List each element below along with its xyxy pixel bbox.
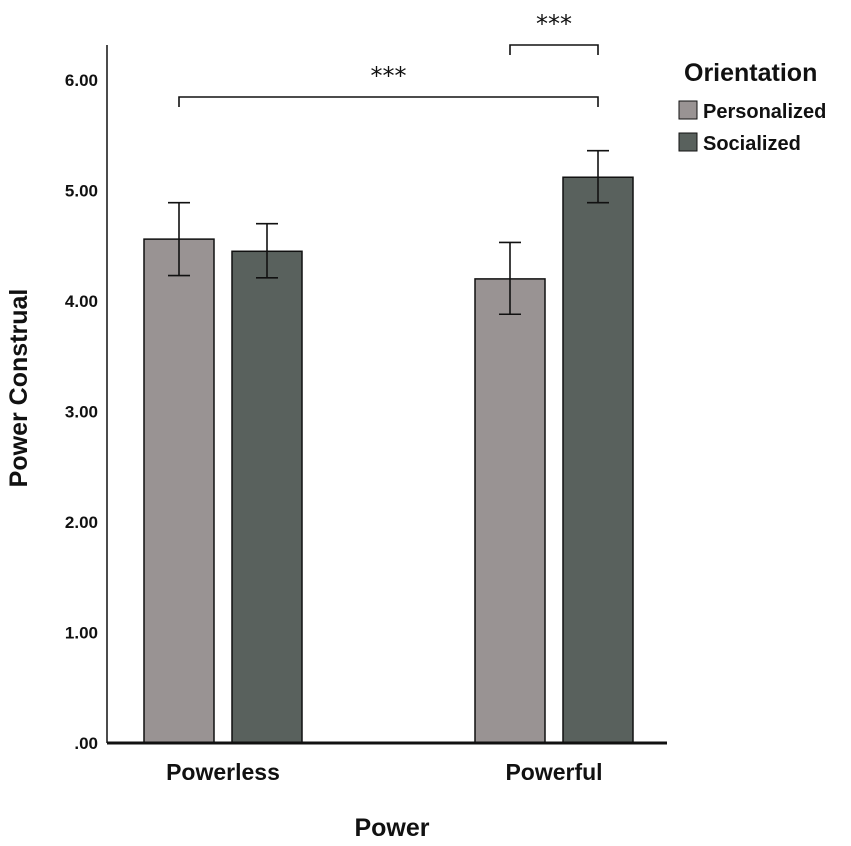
bar-personalized-powerful [474,278,546,744]
y-tick-label: 2.00 [65,513,98,532]
x-axis-title: Power [354,814,429,842]
legend-label-personalized: Personalized [703,101,826,123]
error-bars-layer [168,149,609,316]
error-bar-personalized-powerful [499,241,521,316]
significance-bracket: *** [509,10,599,55]
legend-swatch-personalized [678,100,698,120]
bar-socialized-powerful [562,176,634,744]
bar-personalized-powerless [143,238,215,744]
significance-label: *** [371,62,407,90]
y-tick-label: 6.00 [65,71,98,90]
x-tick-label-powerful: Powerful [505,759,602,785]
legend-label-socialized: Socialized [703,133,801,155]
y-axis-title: Power Construal [5,289,33,488]
legend-swatch-socialized [678,132,698,152]
y-tick-label: 3.00 [65,403,98,422]
legend-title: Orientation [684,59,817,87]
y-tick-label: 1.00 [65,624,98,643]
y-tick-label: .00 [74,734,98,753]
significance-label: *** [536,10,572,38]
tick-layer: .00 1.00 2.00 3.00 4.00 5.00 6.00 [65,71,98,753]
error-bar-personalized-powerless [168,201,190,277]
bar-socialized-powerless [231,250,303,744]
significance-layer: *** *** [178,10,599,107]
legend: Orientation Personalized Socialized [678,59,826,155]
y-tick-label: 5.00 [65,182,98,201]
bars-layer [143,176,634,744]
axes-layer: Powerless Powerful [106,45,667,785]
y-tick-label: 4.00 [65,292,98,311]
x-tick-label-powerless: Powerless [166,759,280,785]
error-bar-socialized-powerless [256,222,278,279]
bracket-line [178,96,599,107]
significance-bracket: *** [178,62,599,107]
bracket-line [509,44,599,55]
error-bar-socialized-powerful [587,149,609,204]
